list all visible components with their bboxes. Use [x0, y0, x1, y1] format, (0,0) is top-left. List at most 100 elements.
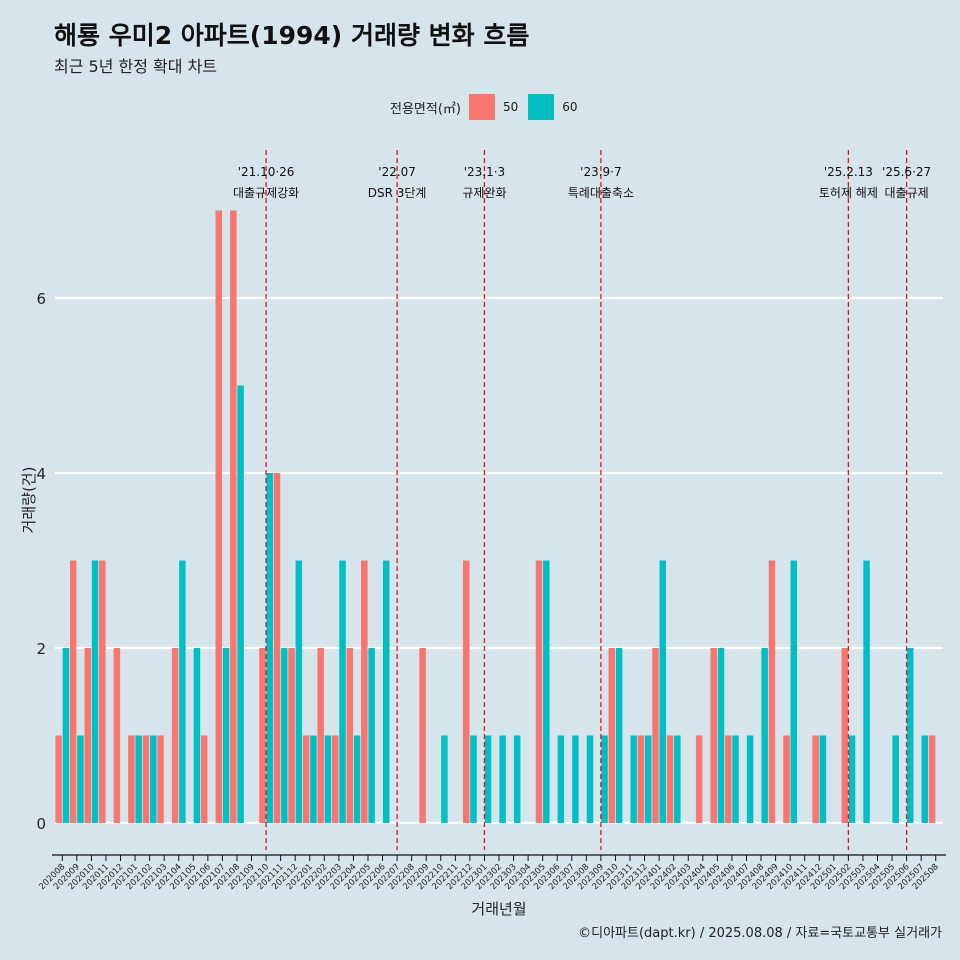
bar-60-202101: [135, 735, 142, 823]
bar-60-202305: [543, 560, 550, 823]
bar-60-202406: [732, 735, 739, 823]
bar-50-202406: [725, 735, 732, 823]
bar-50-202404: [695, 735, 703, 823]
bar-60-202505: [892, 735, 899, 823]
bar-50-202203: [331, 735, 339, 823]
bar-60-202010: [91, 560, 99, 823]
legend-label-60: 60: [562, 100, 578, 114]
bar-60-202112: [295, 560, 303, 823]
bar-60-202206: [382, 560, 390, 823]
bar-50-202111: [273, 473, 281, 823]
bar-50-202102: [142, 735, 150, 823]
bar-60-202102: [150, 735, 157, 823]
bar-60-202306: [557, 735, 565, 823]
bar-60-202212: [470, 735, 477, 823]
bar-60-202202: [324, 735, 332, 823]
bar-60-202405: [717, 648, 725, 823]
bar-60-202301: [484, 735, 492, 823]
bar-50-202011: [99, 560, 106, 823]
annotation-date: '25.6·27: [882, 165, 931, 179]
legend: 전용면적(㎡) 50 60: [390, 92, 588, 122]
bar-50-202103: [157, 735, 164, 823]
bar-60-202105: [193, 648, 201, 823]
y-tick-label: 4: [36, 465, 46, 483]
legend-swatch-50: [468, 94, 495, 120]
bar-60-202311: [630, 735, 637, 823]
bar-50-202106: [200, 735, 208, 823]
bar-60-202408: [761, 648, 768, 823]
bar-60-202401: [659, 560, 667, 823]
bar-60-202302: [499, 735, 506, 823]
bar-50-202205: [361, 560, 368, 823]
legend-label-50: 50: [502, 100, 519, 114]
bar-50-202310: [608, 648, 616, 823]
bar-50-202405: [710, 648, 717, 823]
bar-60-202412: [819, 735, 827, 823]
bar-60-202307: [572, 735, 579, 823]
bar-50-202009: [69, 560, 77, 823]
bar-50-202502: [841, 648, 848, 823]
bar-50-202410: [783, 735, 790, 823]
bar-50-202012: [113, 648, 121, 823]
y-tick-label: 2: [36, 640, 46, 658]
bar-50-202108: [230, 210, 237, 823]
annotation-label: 특례대출축소: [568, 186, 634, 200]
bar-50-202412: [812, 735, 819, 823]
bar-60-202204: [353, 735, 361, 823]
bar-50-202201: [302, 735, 310, 823]
annotation-label: 대출규제: [885, 186, 929, 200]
bar-50-202401: [652, 648, 659, 823]
source-caption: ©디아파트(dapt.kr) / 2025.08.08 / 자료=국토교통부 실…: [578, 926, 942, 941]
bar-60-202303: [513, 735, 521, 823]
annotation-date: '22.07: [378, 165, 416, 179]
bar-60-202507: [921, 735, 929, 823]
y-tick-label: 0: [36, 815, 46, 833]
bar-60-202201: [310, 735, 317, 823]
bar-50-202209: [419, 648, 426, 823]
legend-swatch-60: [528, 94, 555, 120]
annotation-date: '25.2.13: [824, 165, 873, 179]
bar-60-202205: [368, 648, 375, 823]
legend-title: 전용면적(㎡): [390, 101, 461, 117]
annotation-label: 규제완화: [462, 186, 506, 200]
bar-60-202210: [441, 735, 448, 823]
bar-60-202108: [237, 385, 244, 823]
bar-60-202310: [615, 648, 623, 823]
bar-50-202508: [928, 735, 936, 823]
bar-50-202008: [55, 735, 62, 823]
bar-50-202112: [288, 648, 295, 823]
bar-50-202212: [463, 560, 470, 823]
bar-50-202202: [317, 648, 324, 823]
bar-60-202104: [179, 560, 186, 823]
chart-title: 해룡 우미2 아파트(1994) 거래량 변화 흐름: [54, 21, 530, 50]
bar-50-202409: [768, 560, 776, 823]
bar-50-202107: [215, 210, 223, 823]
bar-50-202402: [666, 735, 674, 823]
bar-50-202312: [637, 735, 645, 823]
bar-50-202010: [84, 648, 91, 823]
bar-50-202104: [171, 648, 179, 823]
bar-60-202107: [222, 648, 230, 823]
bar-60-202503: [863, 560, 870, 823]
bar-60-202309: [601, 735, 608, 823]
annotation-label: DSR 3단계: [368, 186, 427, 200]
bar-60-202308: [586, 735, 594, 823]
bar-60-202111: [281, 648, 288, 823]
y-tick-label: 6: [36, 290, 46, 308]
annotation-date: '23.1·3: [464, 165, 505, 179]
bar-60-202402: [674, 735, 681, 823]
x-axis-title: 거래년월: [471, 900, 526, 918]
annotation-date: '21.10·26: [238, 165, 295, 179]
bar-60-202110: [266, 473, 273, 823]
annotation-label: 토허제 해제: [819, 186, 878, 200]
bar-60-202009: [77, 735, 84, 823]
bar-50-202305: [535, 560, 543, 823]
bar-60-202410: [790, 560, 798, 823]
annotation-label: 대출규제강화: [233, 186, 299, 200]
chart-subtitle: 최근 5년 한정 확대 차트: [54, 57, 218, 76]
bar-50-202110: [259, 648, 266, 823]
bar-60-202502: [848, 735, 856, 823]
bar-50-202101: [128, 735, 135, 823]
bar-60-202506: [907, 648, 914, 823]
